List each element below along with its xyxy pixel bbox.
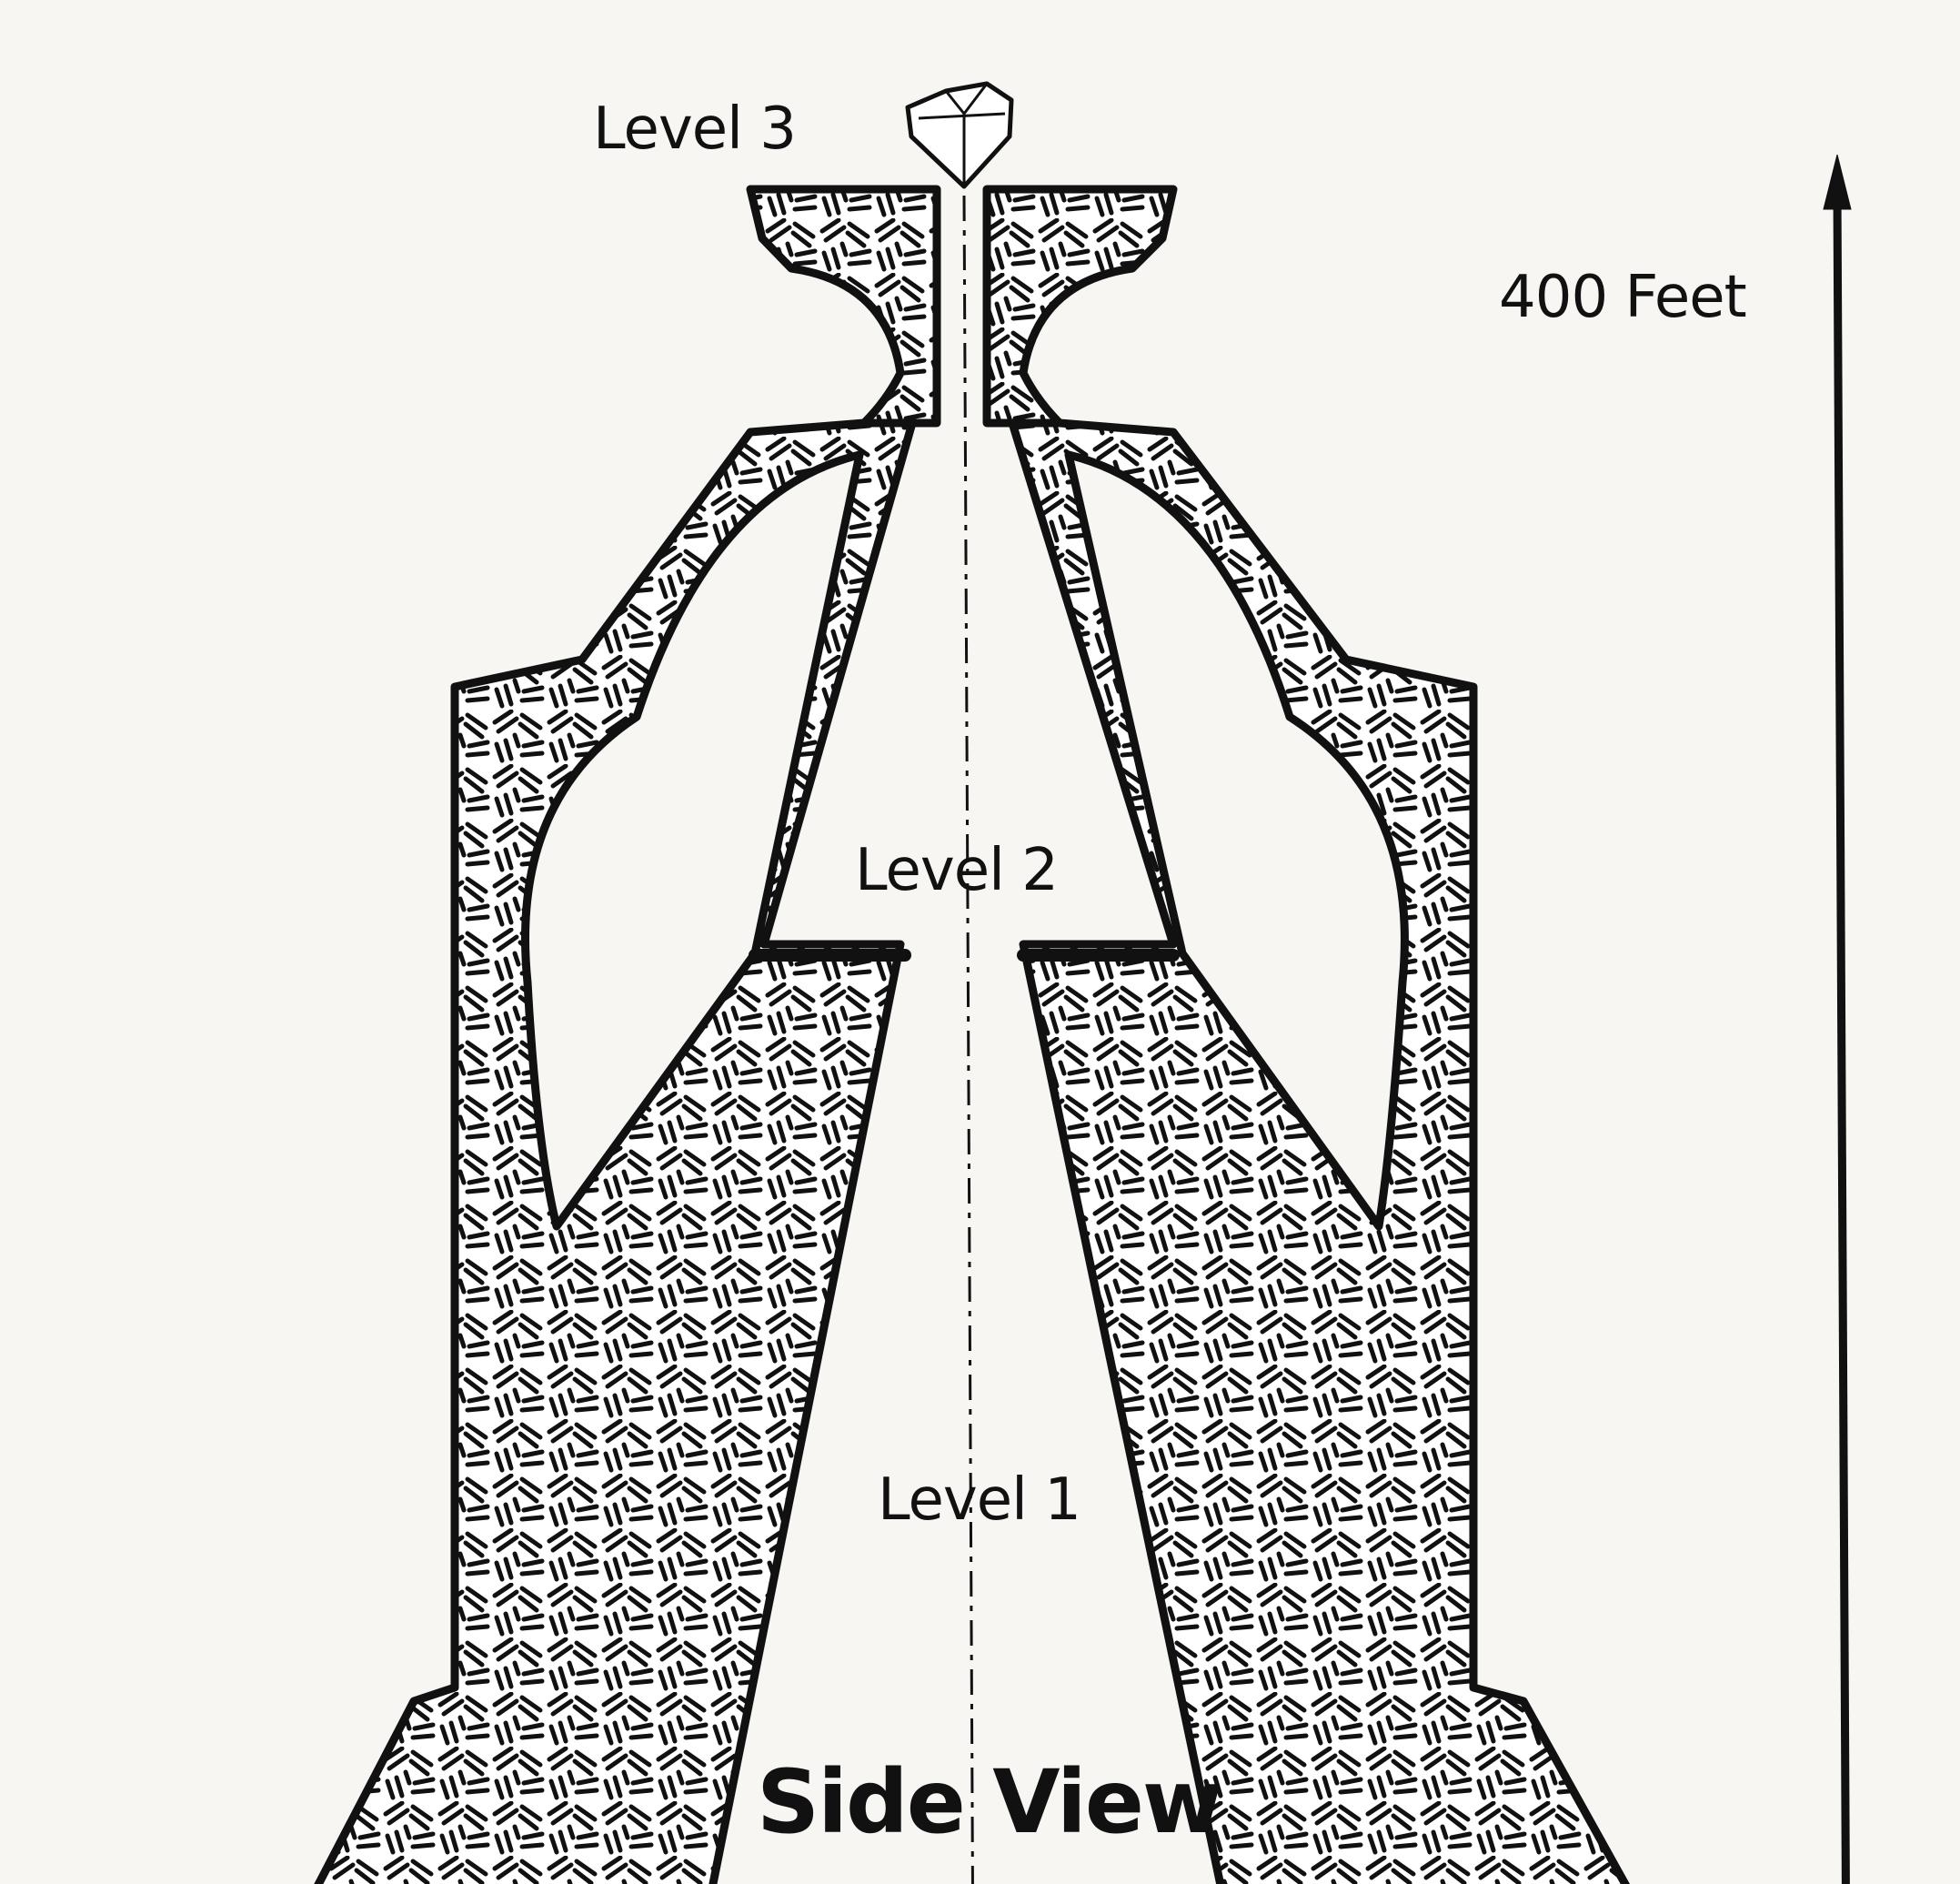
right-leg xyxy=(1008,388,1631,1884)
tower-structure xyxy=(314,185,1631,1884)
crystal-icon xyxy=(905,81,1014,189)
diagram-title: Side View xyxy=(757,1751,1223,1853)
height-arrow xyxy=(1823,154,1852,1884)
level-1-label: Level 1 xyxy=(878,1466,1081,1534)
height-label: 400 Feet xyxy=(1499,264,1747,331)
left-leg xyxy=(314,388,917,1884)
top-cap-right xyxy=(982,185,1178,428)
level-3-label: Level 3 xyxy=(593,96,797,163)
top-cap-left xyxy=(746,185,941,428)
level-2-label: Level 2 xyxy=(855,837,1059,904)
central-shaft-line xyxy=(962,195,974,1884)
